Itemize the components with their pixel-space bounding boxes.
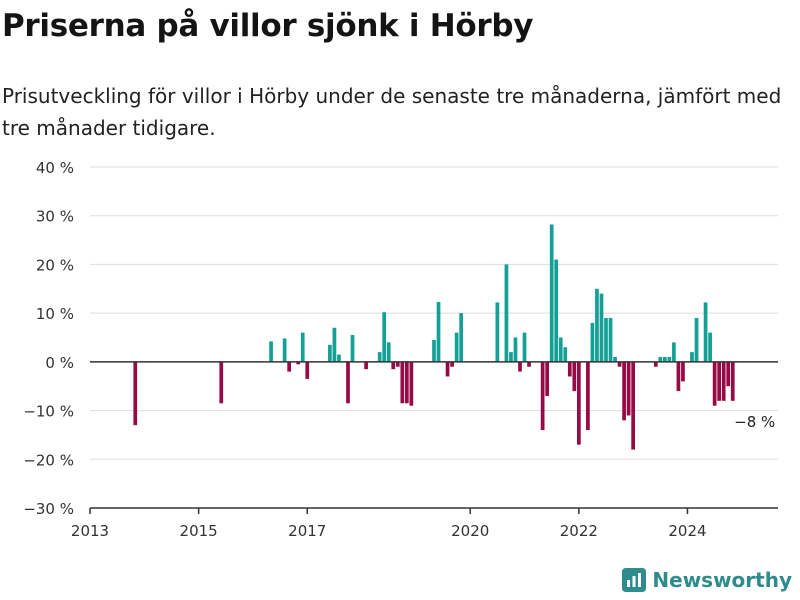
bar-2021-06 — [545, 361, 550, 396]
bar-2023-09 — [667, 356, 672, 362]
bar-2017-08 — [337, 354, 341, 362]
bar-2016-12 — [300, 332, 305, 362]
bar-2019-09 — [450, 361, 454, 367]
bar-2022-01 — [576, 361, 581, 445]
bar-2016-08 — [282, 338, 287, 362]
bar-2022-11 — [622, 361, 626, 421]
bar-2020-09 — [504, 264, 509, 362]
brand-name: Newsworthy — [652, 568, 792, 592]
bar-2021-08 — [554, 259, 559, 362]
bar-2021-12 — [572, 361, 577, 392]
bar-2021-11 — [567, 361, 572, 377]
x-tick-label: 2024 — [668, 522, 706, 540]
bar-2018-07 — [386, 342, 391, 362]
bar-2019-06 — [436, 301, 441, 362]
y-tick-label: 10 % — [36, 305, 74, 323]
bar-2024-09 — [721, 361, 726, 401]
bar-2023-06 — [653, 361, 658, 367]
bar-2023-08 — [662, 356, 667, 362]
bar-2021-07 — [549, 224, 554, 362]
bar-2022-04 — [590, 322, 595, 362]
bar-2023-11 — [676, 361, 681, 392]
chart-title: Priserna på villor sjönk i Hörby — [2, 8, 534, 44]
last-value-label: −8 % — [734, 413, 775, 431]
newsworthy-logo-icon — [622, 568, 647, 592]
bar-2017-11 — [350, 335, 355, 362]
bar-2022-09 — [613, 356, 617, 362]
y-tick-label: 40 % — [36, 159, 74, 177]
bar-2017-07 — [332, 327, 337, 362]
bar-2016-11 — [296, 361, 301, 365]
bar-2022-05 — [595, 288, 599, 362]
bar-2024-05 — [703, 302, 708, 362]
bar-2018-12 — [409, 361, 414, 406]
bar-2020-11 — [513, 337, 518, 362]
bar-2018-09 — [395, 361, 400, 367]
bars — [133, 224, 735, 450]
x-tick-label: 2013 — [71, 522, 109, 540]
bar-2016-05 — [269, 341, 273, 362]
bar-2020-10 — [509, 352, 513, 362]
bar-2023-10 — [672, 342, 676, 362]
bar-2021-10 — [563, 347, 568, 362]
bar-2017-01 — [305, 361, 310, 379]
bar-2022-10 — [617, 361, 622, 367]
bar-2018-05 — [377, 352, 382, 362]
bar-2022-12 — [626, 361, 631, 416]
bar-2021-02 — [527, 361, 531, 367]
bar-2024-03 — [694, 318, 699, 362]
bar-2017-10 — [346, 361, 350, 404]
x-tick-label: 2022 — [560, 522, 598, 540]
bar-2024-02 — [690, 352, 694, 362]
bar-2016-09 — [287, 361, 292, 372]
bar-2023-12 — [681, 361, 685, 382]
bar-2023-01 — [631, 361, 636, 450]
bar-2018-10 — [400, 361, 405, 404]
bar-2024-11 — [730, 361, 735, 401]
bar-2015-06 — [219, 361, 224, 404]
bar-2019-08 — [445, 361, 450, 377]
y-tick-label: −30 % — [23, 500, 74, 518]
bar-2019-05 — [432, 339, 436, 362]
bar-2022-06 — [599, 293, 604, 362]
brand-logo[interactable]: Newsworthy — [622, 568, 792, 592]
y-tick-label: 20 % — [36, 256, 74, 274]
bar-2023-07 — [658, 356, 663, 362]
x-tick-label: 2020 — [451, 522, 489, 540]
bar-2022-08 — [608, 318, 613, 362]
bar-2019-11 — [459, 313, 464, 362]
bar-2024-07 — [712, 361, 717, 406]
bar-2020-12 — [518, 361, 522, 372]
bar-2018-02 — [364, 361, 368, 370]
y-tick-label: 30 % — [36, 208, 74, 226]
bar-2020-07 — [495, 302, 500, 362]
bar-2021-01 — [522, 332, 527, 362]
bar-2017-06 — [328, 344, 332, 362]
bar-2024-10 — [726, 361, 731, 387]
y-tick-label: 0 % — [45, 354, 74, 372]
bar-2018-06 — [382, 312, 387, 362]
y-tick-label: −20 % — [23, 451, 74, 469]
bar-2018-08 — [391, 361, 396, 370]
x-axis: 2013 2015 2017 2020 2022 2024 — [71, 507, 778, 540]
annotations: −8 % — [734, 413, 775, 431]
bar-2013-11 — [133, 361, 138, 426]
bar-2021-05 — [540, 361, 545, 431]
grid-lines — [90, 166, 778, 460]
bar-2018-11 — [404, 361, 409, 404]
chart-subtitle: Prisutveckling för villor i Hörby under … — [2, 84, 782, 140]
y-axis-ticks: −30 % −20 % −10 % 0 % 10 % 20 % 30 % 40 % — [23, 159, 74, 518]
bar-2024-06 — [708, 332, 712, 362]
bar-2022-03 — [586, 361, 590, 431]
x-tick-label: 2017 — [288, 522, 326, 540]
bar-2019-10 — [454, 332, 459, 362]
bar-2024-08 — [717, 361, 722, 401]
bar-2021-09 — [558, 337, 563, 362]
bar-2022-07 — [604, 318, 608, 362]
x-tick-label: 2015 — [180, 522, 218, 540]
y-tick-label: −10 % — [23, 403, 74, 421]
